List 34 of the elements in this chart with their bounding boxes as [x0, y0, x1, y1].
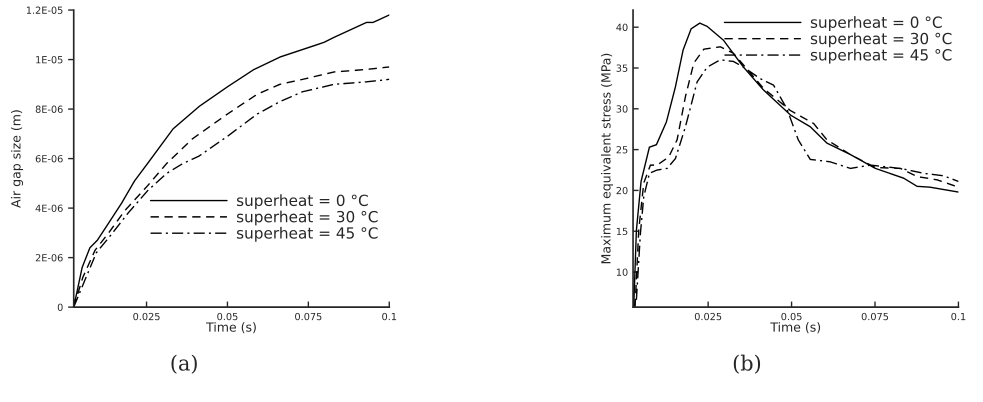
x-axis-title: Time (s) [770, 322, 820, 334]
y-axis-title: Maximum equivalent stress (MPa) [600, 54, 614, 264]
x-tick-label: 0.05 [781, 312, 802, 320]
y-tick-label: 20 [616, 186, 628, 194]
y-tick-label: 10 [616, 268, 628, 276]
y-tick-label: 4E-06 [36, 204, 63, 212]
x-tick-label: 0.075 [295, 312, 322, 320]
y-tick-label: 15 [616, 228, 628, 236]
y-axis-title: Air gap size (m) [10, 110, 24, 208]
text: (a) [171, 354, 197, 374]
legend-label: superheat = 30 °C [236, 210, 378, 226]
y-tick-label: 8E-06 [36, 106, 63, 113]
y-tick-label: 0 [58, 304, 63, 311]
y-tick-label: 1E-05 [36, 56, 62, 64]
x-tick-label: 0.075 [862, 312, 888, 320]
legend-label: superheat = 45 °C [810, 48, 952, 64]
y-tick-label: 6E-06 [36, 155, 63, 162]
text: (b) [734, 354, 760, 374]
legend-label: superheat = 30 °C [810, 32, 952, 48]
x-tick-label: 0.025 [133, 312, 160, 320]
y-tick-label: 40 [616, 24, 628, 32]
y-tick-label: 1.2E-05 [26, 6, 62, 14]
x-axis-title: Time (s) [206, 322, 256, 334]
x-tick-label: 0.1 [951, 312, 966, 320]
y-tick-label: 35 [616, 64, 628, 72]
y-tick-label: 30 [616, 105, 628, 113]
legend-label: superheat = 0 °C [810, 16, 942, 31]
legend-label: superheat = 45 °C [236, 226, 378, 242]
x-tick-label: 0.025 [694, 312, 722, 320]
y-tick-label: 25 [616, 146, 628, 154]
legend-label: superheat = 0 °C [236, 194, 368, 210]
y-tick-label: 2E-06 [36, 254, 63, 262]
x-tick-label: 0.05 [217, 312, 238, 320]
x-tick-label: 0.1 [382, 312, 396, 320]
